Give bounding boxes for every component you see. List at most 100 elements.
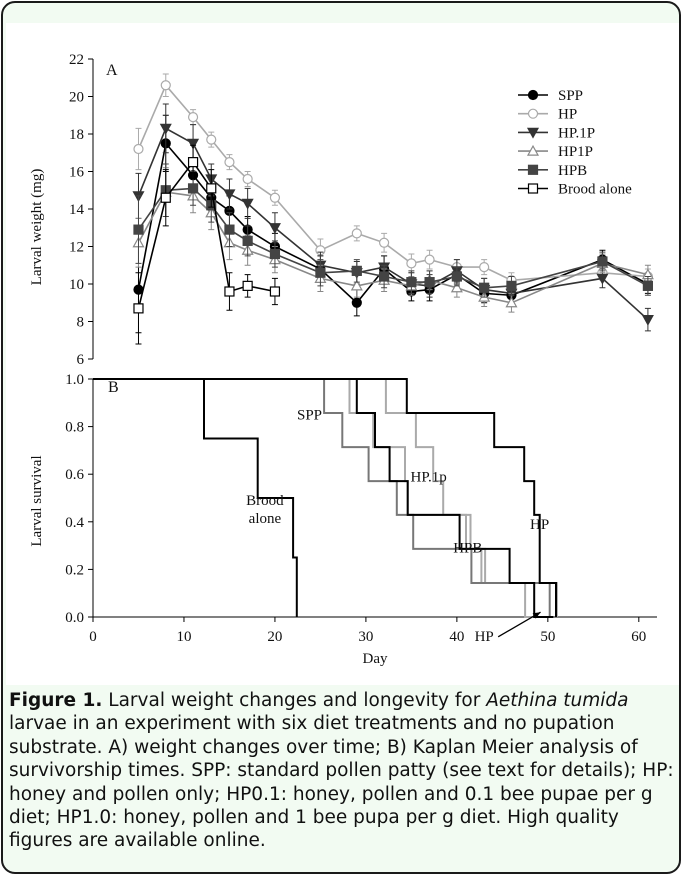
panel-b-label: B bbox=[108, 379, 119, 396]
caption-text-rest: larvae in an experiment with six diet tr… bbox=[9, 713, 674, 852]
data-point bbox=[133, 303, 144, 314]
annotation-label: HPB bbox=[453, 541, 482, 557]
panel-a-series-1 bbox=[133, 73, 654, 289]
legend-marker bbox=[527, 89, 539, 101]
panel-a-y-tick-label: 14 bbox=[69, 202, 85, 218]
annotation-label: HP bbox=[530, 517, 549, 533]
panel-b-y-tick-label: 0.0 bbox=[65, 610, 84, 626]
data-point bbox=[641, 315, 654, 326]
panel-b-x-tick-label: 10 bbox=[176, 629, 191, 645]
data-point bbox=[378, 271, 390, 282]
legend-label: Brood alone bbox=[558, 182, 632, 198]
survival-curve-4 bbox=[93, 378, 558, 617]
panel-a-y-tick-label: 18 bbox=[69, 127, 84, 143]
chart-area: A Larval weight (mg) 6 8 10 12 14 16 18 20 22 SPP… bbox=[6, 23, 679, 685]
legend-entry: HP.1P bbox=[518, 125, 595, 141]
data-point bbox=[479, 282, 490, 293]
legend-label: SPP bbox=[558, 88, 583, 104]
data-point bbox=[479, 262, 490, 273]
data-point bbox=[242, 280, 253, 291]
caption-species-name: Aethina tumida bbox=[486, 690, 629, 711]
data-point bbox=[506, 280, 517, 291]
data-point bbox=[187, 183, 199, 194]
legend-entry: SPP bbox=[518, 88, 583, 104]
annotation-label: SPP bbox=[297, 407, 322, 423]
figure-svg: A Larval weight (mg) 6 8 10 12 14 16 18 20 22 SPP… bbox=[29, 52, 657, 667]
panel-b-y-tick-label: 0.8 bbox=[65, 420, 84, 436]
legend-entry: HP bbox=[518, 107, 577, 123]
data-point bbox=[424, 254, 435, 265]
data-point bbox=[268, 223, 281, 234]
legend-label: HP1P bbox=[558, 144, 593, 160]
data-point bbox=[406, 258, 417, 269]
legend-marker bbox=[527, 108, 539, 119]
data-point bbox=[505, 296, 518, 308]
annotation-label: Brood bbox=[246, 493, 284, 509]
panel-b-y-tick-label: 0.4 bbox=[65, 515, 84, 531]
data-point bbox=[597, 256, 608, 267]
data-point bbox=[424, 277, 435, 288]
legend-marker bbox=[527, 164, 539, 175]
data-point bbox=[406, 277, 417, 288]
data-point bbox=[160, 80, 171, 91]
data-point bbox=[596, 273, 609, 285]
data-point bbox=[269, 248, 281, 260]
data-point bbox=[351, 297, 362, 308]
annotation-label: HP bbox=[475, 629, 494, 645]
panel-a-weight-chart: A Larval weight (mg) 6 8 10 12 14 16 18 20 22 SPP… bbox=[29, 52, 654, 368]
panel-b-y-tick-label: 0.2 bbox=[65, 562, 84, 578]
data-point bbox=[223, 189, 236, 201]
caption-figure-label: Figure 1. bbox=[9, 690, 103, 711]
annotation-arrow bbox=[497, 611, 541, 638]
survival-curve-2 bbox=[93, 378, 557, 617]
annotation-label: HP.1p bbox=[411, 469, 447, 485]
data-point bbox=[187, 138, 200, 150]
panel-b-x-tick-label: 20 bbox=[267, 629, 282, 645]
panel-a-series-5 bbox=[133, 144, 281, 345]
legend-marker bbox=[527, 183, 539, 194]
legend-entry: HP1P bbox=[518, 144, 593, 160]
panel-a-label: A bbox=[106, 62, 118, 79]
legend-label: HP.1P bbox=[558, 125, 595, 141]
data-point bbox=[242, 235, 253, 246]
legend-entry: Brood alone bbox=[518, 182, 632, 198]
panel-a-y-axis-label: Larval weight (mg) bbox=[29, 169, 45, 286]
data-point bbox=[206, 183, 217, 194]
legend-label: HPB bbox=[558, 163, 587, 179]
data-point bbox=[269, 192, 281, 203]
data-point bbox=[315, 267, 326, 278]
data-point bbox=[351, 265, 362, 276]
panel-b-x-axis-label: Day bbox=[363, 651, 388, 667]
data-point bbox=[269, 286, 281, 297]
data-point bbox=[224, 286, 235, 297]
annotation-arrowhead bbox=[532, 612, 541, 619]
figure-caption: Figure 1. Larval weight changes and long… bbox=[9, 689, 677, 853]
caption-text-start: Larval weight changes and longevity for bbox=[102, 690, 487, 711]
survival-curve-0 bbox=[93, 378, 298, 617]
panel-b-annotations: Brood alone SPP HP.1p HPB HP HP bbox=[246, 407, 549, 644]
data-point bbox=[242, 173, 253, 185]
panel-a-y-tick-label: 6 bbox=[77, 352, 85, 368]
data-point bbox=[133, 143, 144, 155]
data-point bbox=[351, 228, 362, 239]
panel-a-y-tick-label: 10 bbox=[69, 277, 84, 293]
panel-a-y-tick-label: 8 bbox=[77, 315, 85, 331]
survival-curve-5 bbox=[93, 378, 551, 617]
data-point bbox=[350, 279, 363, 291]
panel-b-x-tick-label: 0 bbox=[89, 629, 97, 645]
panel-a-y-tick-label: 12 bbox=[69, 240, 84, 256]
panel-b-x-tick-label: 60 bbox=[631, 629, 646, 645]
panel-b-y-tick-label: 1.0 bbox=[65, 372, 84, 388]
data-point bbox=[642, 280, 654, 291]
data-point bbox=[241, 198, 254, 210]
panel-b-x-tick-label: 30 bbox=[358, 629, 373, 645]
data-point bbox=[187, 157, 199, 168]
panel-b-y-axis-label: Larval survival bbox=[29, 455, 45, 546]
survival-curve-1 bbox=[93, 378, 554, 618]
panel-b-x-tick-label: 40 bbox=[449, 629, 464, 645]
data-point bbox=[450, 281, 463, 293]
data-point bbox=[378, 237, 390, 248]
data-point bbox=[224, 224, 235, 235]
panel-b-survival-chart: B Larval survival Day 0.0 0.2 0.4 0.6 0.8 1.0… bbox=[29, 372, 657, 667]
